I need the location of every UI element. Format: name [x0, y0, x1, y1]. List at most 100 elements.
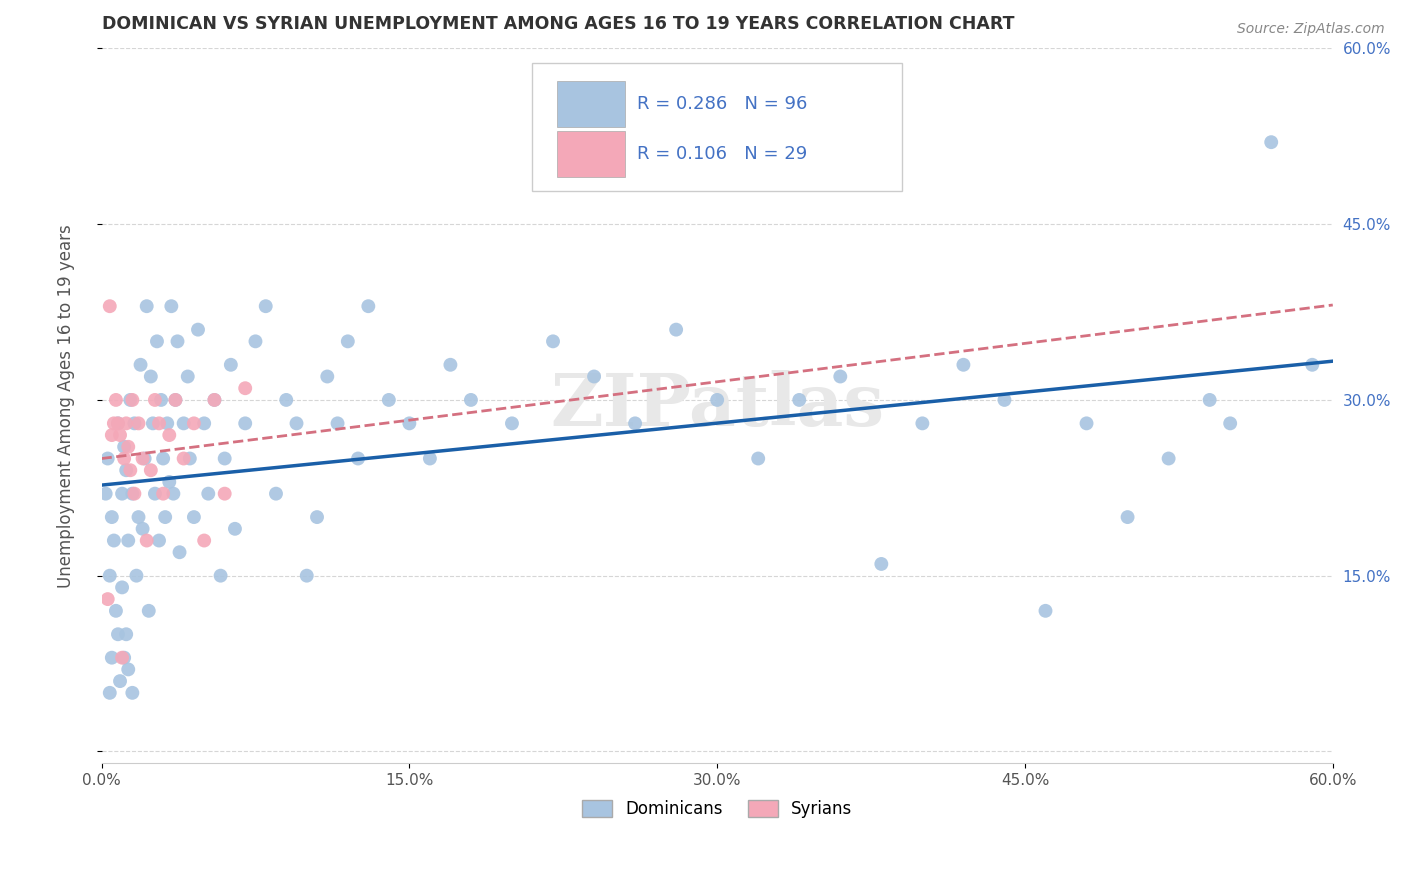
Point [1157, 451, 1180, 466]
Point [153, 510, 176, 524]
Point [117, 440, 139, 454]
Point [139, 369, 162, 384]
Point [209, 568, 232, 582]
Point [624, 417, 647, 431]
Point [143, 486, 166, 500]
Point [117, 533, 139, 548]
Point [120, 392, 142, 407]
Point [1198, 392, 1220, 407]
Point [165, 392, 187, 407]
Point [541, 334, 564, 349]
Point [326, 417, 349, 431]
Point [143, 392, 166, 407]
Point [439, 358, 461, 372]
Point [193, 417, 215, 431]
Point [179, 451, 201, 466]
Point [148, 417, 170, 431]
Point [104, 604, 127, 618]
Point [830, 369, 852, 384]
Point [94, 486, 117, 500]
Point [121, 392, 143, 407]
Point [138, 604, 160, 618]
Point [101, 510, 124, 524]
Point [125, 568, 148, 582]
Point [706, 392, 728, 407]
Point [911, 417, 934, 431]
Point [128, 417, 150, 431]
Point [152, 486, 174, 500]
Point [162, 486, 184, 500]
Point [107, 417, 129, 431]
Point [173, 417, 195, 431]
Point [870, 557, 893, 571]
Point [134, 451, 156, 466]
Point [1035, 604, 1057, 618]
Point [214, 451, 236, 466]
Point [98, 299, 121, 313]
Point [112, 440, 135, 454]
Point [285, 417, 308, 431]
Point [177, 369, 200, 384]
Point [224, 522, 246, 536]
Point [204, 392, 226, 407]
Point [152, 451, 174, 466]
Point [316, 369, 339, 384]
Point [98, 568, 121, 582]
Point [117, 662, 139, 676]
Point [157, 428, 180, 442]
Point [103, 417, 125, 431]
Point [115, 417, 138, 431]
Point [197, 486, 219, 500]
Point [747, 451, 769, 466]
Point [131, 451, 153, 466]
Point [993, 392, 1015, 407]
Point [665, 323, 688, 337]
Point [135, 299, 157, 313]
Legend: Dominicans, Syrians: Dominicans, Syrians [574, 791, 860, 826]
Point [169, 545, 191, 559]
Point [264, 486, 287, 500]
Point [142, 417, 165, 431]
Point [245, 334, 267, 349]
Point [1076, 417, 1098, 431]
Point [101, 650, 124, 665]
Point [305, 510, 328, 524]
Point [156, 417, 179, 431]
Point [214, 486, 236, 500]
Point [398, 417, 420, 431]
Y-axis label: Unemployment Among Ages 16 to 19 years: Unemployment Among Ages 16 to 19 years [58, 224, 75, 588]
Point [233, 417, 256, 431]
Point [173, 451, 195, 466]
Text: R = 0.286   N = 96: R = 0.286 N = 96 [637, 95, 807, 113]
FancyBboxPatch shape [557, 80, 624, 127]
Point [233, 381, 256, 395]
Point [952, 358, 974, 372]
FancyBboxPatch shape [557, 130, 624, 178]
Point [128, 510, 150, 524]
Point [378, 392, 401, 407]
Point [107, 417, 129, 431]
Text: R = 0.106   N = 29: R = 0.106 N = 29 [637, 145, 807, 163]
Point [295, 568, 318, 582]
Point [107, 627, 129, 641]
Point [121, 486, 143, 500]
Point [112, 451, 135, 466]
Point [111, 486, 134, 500]
Point [276, 392, 298, 407]
Point [1301, 358, 1323, 372]
Point [135, 533, 157, 548]
Point [157, 475, 180, 489]
Point [187, 323, 209, 337]
Text: DOMINICAN VS SYRIAN UNEMPLOYMENT AMONG AGES 16 TO 19 YEARS CORRELATION CHART: DOMINICAN VS SYRIAN UNEMPLOYMENT AMONG A… [101, 15, 1014, 33]
Point [254, 299, 277, 313]
Point [111, 581, 134, 595]
Point [139, 463, 162, 477]
Point [115, 463, 138, 477]
Point [121, 686, 143, 700]
Point [183, 510, 205, 524]
Point [129, 358, 152, 372]
Point [160, 299, 183, 313]
Point [204, 392, 226, 407]
Point [97, 451, 120, 466]
Point [103, 533, 125, 548]
